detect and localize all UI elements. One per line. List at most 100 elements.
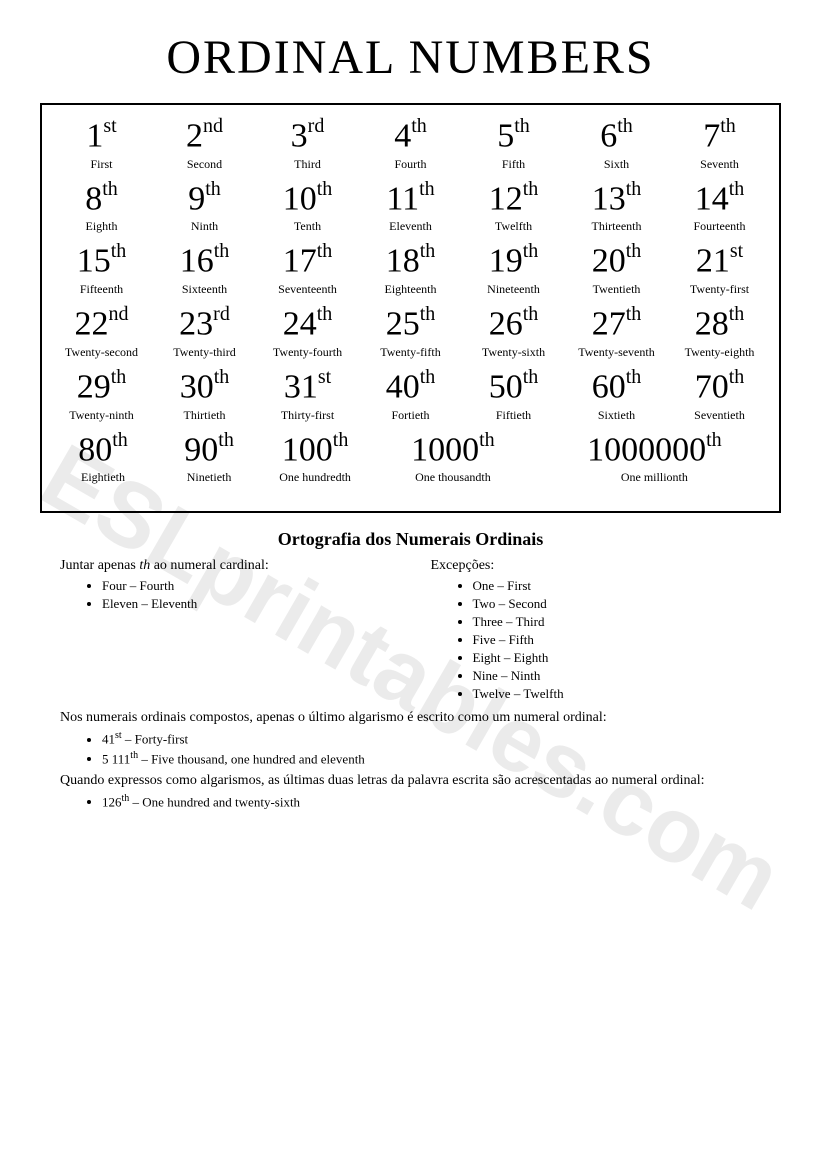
ordinal-word: Thirtieth [153, 408, 256, 423]
ordinal-number: 90th [156, 431, 262, 469]
ordinal-word: Fourth [359, 157, 462, 172]
ordinal-word: Thirty-first [256, 408, 359, 423]
ordinal-word: Fiftieth [462, 408, 565, 423]
list-item: Twelve – Twelfth [473, 686, 762, 702]
ordinal-cell: 4thFourth [359, 117, 462, 172]
ordinal-cell: 20thTwentieth [565, 242, 668, 297]
list-item: 41st – Forty-first [102, 730, 761, 747]
ordinal-cell: 12thTwelfth [462, 180, 565, 235]
ordinal-cell: 5th Fifth [462, 117, 565, 172]
list-item: Five – Fifth [473, 632, 762, 648]
ordinal-cell: 13thThirteenth [565, 180, 668, 235]
ordinal-cell: 8thEighth [50, 180, 153, 235]
rule-list-2: 41st – Forty-first 5 111th – Five thousan… [60, 730, 761, 767]
ordinal-word: Twenty-first [668, 282, 771, 297]
ordinal-number: 20th [565, 242, 668, 280]
list-item: Eleven – Eleventh [102, 596, 391, 612]
list-item: 126th – One hundred and twenty-sixth [102, 793, 761, 810]
list-item: 5 111th – Five thousand, one hundred and… [102, 750, 761, 767]
rules-below: Nos numerais ordinais compostos, apenas … [40, 710, 781, 810]
ordinal-row: 1stFirst2ndSecond3rdThird4thFourth5th Fif… [50, 117, 771, 172]
ordinal-number: 31st [256, 368, 359, 406]
ordinal-cell: 31st Thirty-first [256, 368, 359, 423]
ordinal-word: Fortieth [359, 408, 462, 423]
ordinal-number: 12th [462, 180, 565, 218]
ordinal-cell: 2ndSecond [153, 117, 256, 172]
section-heading: Ortografia dos Numerais Ordinais [40, 529, 781, 550]
ordinal-number: 30th [153, 368, 256, 406]
ordinal-word: Fifteenth [50, 282, 153, 297]
ordinal-word: One thousandth [368, 470, 538, 485]
ordinal-cell: 17thSeventeenth [256, 242, 359, 297]
ordinal-number: 11th [359, 180, 462, 218]
ordinal-word: Twelfth [462, 219, 565, 234]
ordinal-number: 1st [50, 117, 153, 155]
ordinal-number: 19th [462, 242, 565, 280]
ordinal-word: Twenty-ninth [50, 408, 153, 423]
ordinal-cell: 26thTwenty-sixth [462, 305, 565, 360]
list-item: Three – Third [473, 614, 762, 630]
ordinal-number: 50th [462, 368, 565, 406]
ordinal-cell: 1stFirst [50, 117, 153, 172]
ordinal-word: One millionth [538, 470, 771, 485]
ordinal-word: Eightieth [50, 470, 156, 485]
ordinal-number: 1000000th [538, 431, 771, 469]
ordinal-word: Sixtieth [565, 408, 668, 423]
ordinals-grid: 1stFirst2ndSecond3rdThird4thFourth5th Fif… [40, 103, 781, 513]
ordinal-number: 21st [668, 242, 771, 280]
ordinal-word: Twenty-third [153, 345, 256, 360]
ordinal-word: Sixteenth [153, 282, 256, 297]
ordinal-row: 15thFifteenth16thSixteenth17thSeventeent… [50, 242, 771, 297]
rule-list-right: One – First Two – Second Three – Third Five… [431, 578, 762, 702]
rule-intro-right: Excepções: [431, 558, 762, 574]
ordinal-cell: 1000000thOne millionth [538, 431, 771, 486]
ordinal-number: 40th [359, 368, 462, 406]
ordinal-word: Nineteenth [462, 282, 565, 297]
rule-list-3: 126th – One hundred and twenty-sixth [60, 793, 761, 810]
ordinal-word: Fifth [462, 157, 565, 172]
ordinal-cell: 27thTwenty-seventh [565, 305, 668, 360]
ordinal-word: Tenth [256, 219, 359, 234]
ordinal-number: 25th [359, 305, 462, 343]
rules-right: Excepções: One – First Two – Second Three … [431, 558, 762, 704]
ordinal-cell: 100thOne hundredth [262, 431, 368, 486]
list-item: Two – Second [473, 596, 762, 612]
ordinal-row: 29thTwenty-ninth30thThirtieth31stThirty-… [50, 368, 771, 423]
ordinal-word: Sixth [565, 157, 668, 172]
ordinal-word: Thirteenth [565, 219, 668, 234]
ordinal-cell: 1000thOne thousandth [368, 431, 538, 486]
ordinal-number: 60th [565, 368, 668, 406]
ordinal-number: 8th [50, 180, 153, 218]
rule-intro-left: Juntar apenas th ao numeral cardinal: [60, 558, 391, 574]
ordinal-cell: 60th Sixtieth [565, 368, 668, 423]
ordinal-cell: 28thTwenty-eighth [668, 305, 771, 360]
rule-list-left: Four – Fourth Eleven – Eleventh [60, 578, 391, 612]
list-item: One – First [473, 578, 762, 594]
ordinal-word: One hundredth [262, 470, 368, 485]
ordinal-cell: 3rdThird [256, 117, 359, 172]
ordinal-cell: 10thTenth [256, 180, 359, 235]
ordinal-number: 5th [462, 117, 565, 155]
ordinal-number: 17th [256, 242, 359, 280]
ordinal-cell: 15thFifteenth [50, 242, 153, 297]
ordinal-word: Ninth [153, 219, 256, 234]
rule-para-2: Nos numerais ordinais compostos, apenas … [60, 710, 761, 726]
ordinal-number: 2nd [153, 117, 256, 155]
ordinal-cell: 11thEleventh [359, 180, 462, 235]
ordinal-word: Twenty-seventh [565, 345, 668, 360]
ordinal-row: 80thEightieth90thNinetieth100thOne hundr… [50, 431, 771, 486]
ordinal-cell: 30th Thirtieth [153, 368, 256, 423]
ordinal-word: Twenty-second [50, 345, 153, 360]
ordinal-word: Ninetieth [156, 470, 262, 485]
ordinal-cell: 80thEightieth [50, 431, 156, 486]
ordinal-word: Eighteenth [359, 282, 462, 297]
ordinal-cell: 90thNinetieth [156, 431, 262, 486]
ordinal-word: Twenty-sixth [462, 345, 565, 360]
ordinal-cell: 40th Fortieth [359, 368, 462, 423]
ordinal-cell: 50th Fiftieth [462, 368, 565, 423]
ordinal-word: Eighth [50, 219, 153, 234]
ordinal-row: 22ndTwenty-second23rdTwenty-third24thTwe… [50, 305, 771, 360]
ordinal-word: Seventieth [668, 408, 771, 423]
list-item: Four – Fourth [102, 578, 391, 594]
list-item: Eight – Eighth [473, 650, 762, 666]
